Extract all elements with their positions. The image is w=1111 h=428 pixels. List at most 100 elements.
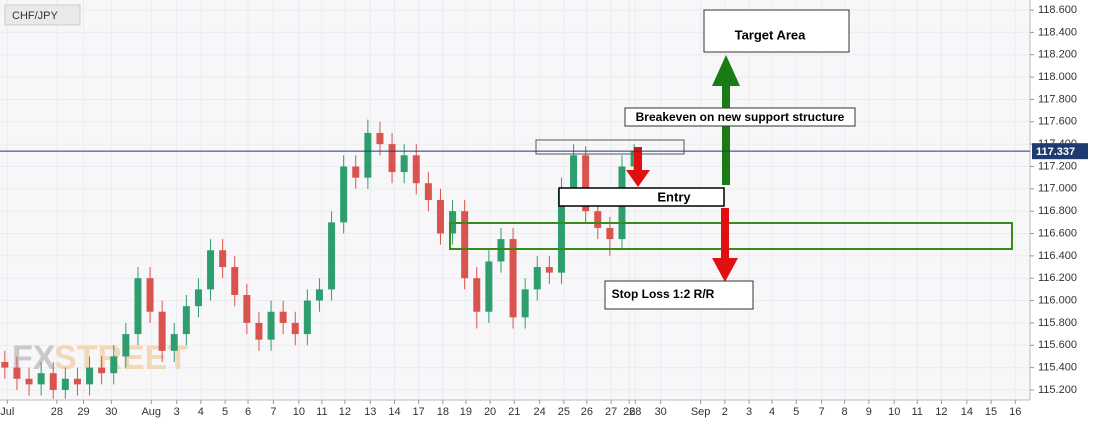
y-tick-label: 118.200 <box>1038 49 1077 61</box>
x-tick-label: 26 <box>581 406 593 418</box>
candle-body <box>267 311 275 340</box>
x-tick-label: 4 <box>769 406 775 418</box>
candle-body <box>134 278 142 335</box>
x-tick-label: 11 <box>316 406 327 418</box>
y-tick-label: 117.200 <box>1038 160 1077 172</box>
y-tick-label: 118.400 <box>1038 26 1077 38</box>
x-tick-label: 24 <box>534 406 546 418</box>
x-tick-label: 29 <box>77 406 89 418</box>
candle-body <box>303 300 311 335</box>
candle-body <box>376 132 384 145</box>
y-tick-label: 116.800 <box>1038 205 1077 217</box>
candle-body <box>122 334 130 357</box>
plot-background <box>0 0 1030 400</box>
watermark-street: STREET <box>54 339 188 377</box>
x-tick-label: 4 <box>198 406 204 418</box>
last-price-tag <box>1032 143 1088 160</box>
x-tick-label: 30 <box>655 406 667 418</box>
x-tick-label: Sep <box>691 406 711 418</box>
resistance-box <box>535 139 685 155</box>
candle-body <box>255 322 263 340</box>
y-tick-label: 115.600 <box>1038 339 1077 351</box>
candle-body <box>25 378 33 385</box>
candle-body <box>98 367 106 374</box>
candle-body <box>182 306 190 335</box>
candle-body <box>545 267 553 273</box>
y-tick-label: 115.200 <box>1038 384 1077 396</box>
candle-body <box>533 267 541 290</box>
y-tick-label: 115.400 <box>1038 362 1077 374</box>
candle-body <box>170 334 178 351</box>
x-tick-label: 27 <box>605 406 617 418</box>
candle-body <box>606 227 614 240</box>
candle-body <box>570 155 578 189</box>
candle-body <box>86 367 94 385</box>
breakeven-box <box>624 107 856 127</box>
candle-body <box>110 356 118 374</box>
candle-body <box>485 261 493 312</box>
ticker-box <box>4 4 81 26</box>
y-tick-label: 116.400 <box>1038 250 1077 262</box>
candle-body <box>49 373 57 390</box>
candle-body <box>497 239 505 262</box>
x-tick-label: 17 <box>413 406 425 418</box>
candle-body <box>231 267 239 295</box>
x-tick-label: 3 <box>174 406 180 418</box>
candle-body <box>1 362 9 368</box>
x-tick-label: 19 <box>460 406 472 418</box>
x-tick-label: 7 <box>819 406 825 418</box>
x-tick-label: 12 <box>339 406 351 418</box>
x-tick-label: 16 <box>1009 406 1021 418</box>
entry-arrow-shaft <box>634 147 642 171</box>
x-tick-label: 5 <box>793 406 799 418</box>
x-tick-label: 18 <box>437 406 449 418</box>
y-tick-label: 117.000 <box>1038 183 1077 195</box>
candle-body <box>400 155 408 173</box>
entry-label: Entry <box>657 189 691 204</box>
x-tick-label: 20 <box>484 406 496 418</box>
x-tick-label: 26 <box>623 406 635 418</box>
candle-body <box>315 289 323 301</box>
x-tick-label: 14 <box>388 406 400 418</box>
candle-body <box>412 155 420 184</box>
candle-body <box>424 183 432 200</box>
candle-body <box>557 188 565 273</box>
candle-body <box>509 239 517 318</box>
candle-body <box>207 250 215 290</box>
candle-body <box>219 250 227 268</box>
x-tick-label: 2 <box>722 406 728 418</box>
target-box <box>703 9 850 53</box>
x-tick-label: 13 <box>364 406 376 418</box>
x-tick-label: 3 <box>746 406 752 418</box>
target-label: Target Area <box>735 27 807 42</box>
candles <box>1 119 638 399</box>
x-tick-label: Jul <box>0 406 14 418</box>
y-tick-label: 116.200 <box>1038 272 1077 284</box>
candle-body <box>328 222 336 290</box>
candle-body <box>243 294 251 323</box>
x-tick-label: 30 <box>105 406 117 418</box>
candle-body <box>461 211 469 279</box>
x-tick-label: 28 <box>629 406 641 418</box>
y-tick-label: 117.800 <box>1038 93 1077 105</box>
candle-body <box>61 378 69 390</box>
x-tick-label: 14 <box>961 406 973 418</box>
ticker: CHF/JPY <box>12 10 59 22</box>
breakeven-label: Breakeven on new support structure <box>636 110 845 124</box>
candle-body <box>291 322 299 335</box>
down-arrow-shaft <box>721 208 729 260</box>
x-tick-label: 10 <box>888 406 900 418</box>
candle-body <box>582 155 590 212</box>
candle-body <box>194 289 202 307</box>
y-tick-label: 117.600 <box>1038 116 1077 128</box>
candle-body <box>146 278 154 312</box>
x-tick-label: 9 <box>866 406 872 418</box>
x-tick-label: 5 <box>222 406 228 418</box>
candle-body <box>37 373 45 385</box>
stop-box <box>604 280 754 310</box>
candle-body <box>352 166 360 178</box>
candle-body <box>473 278 481 312</box>
candle-body <box>436 200 444 234</box>
